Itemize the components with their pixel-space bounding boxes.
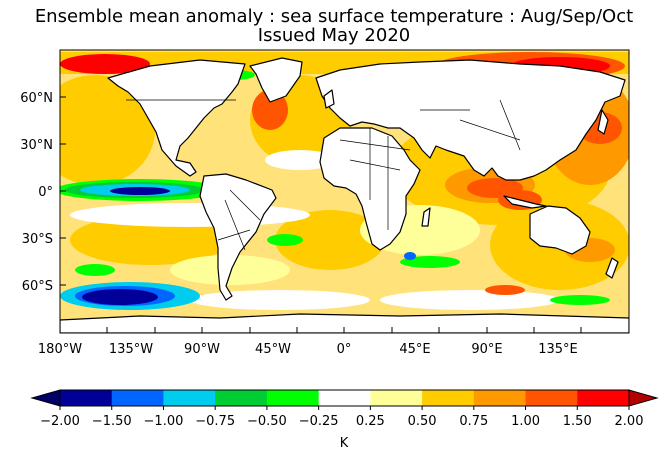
colorbar-frame: [59, 389, 630, 407]
colorbar-tick-label: 0.50: [408, 414, 437, 429]
madagascar: [421, 207, 431, 227]
colorbar-cell: [422, 390, 475, 406]
colorbar-tick-label: −1.50: [92, 414, 132, 429]
lat-label: 60°S: [22, 279, 53, 294]
colorbar-cell: [370, 390, 423, 406]
sst-anomaly-map: [60, 50, 629, 333]
north-america: [107, 59, 246, 177]
lat-label: 30°N: [20, 138, 53, 153]
colorbar-tick-label: 0.25: [356, 414, 385, 429]
colorbar-under-arrow: [30, 389, 61, 407]
lon-label: 45°W: [255, 342, 291, 357]
lon-label: 45°E: [399, 342, 430, 357]
colorbar-cell: [318, 390, 371, 406]
colorbar-cell: [163, 390, 216, 406]
colorbar-tick-label: −0.75: [195, 414, 235, 429]
longitude-axis: 180°W 135°W 90°W 45°W 0° 45°E 90°E 135°E: [38, 327, 582, 357]
lon-label: 90°W: [184, 342, 220, 357]
eurasia: [315, 59, 626, 181]
colorbar: −2.00 −1.50 −1.00 −0.75 −0.50 −0.25 0.25 0.50 0.…: [30, 389, 659, 451]
south-america: [199, 173, 277, 301]
colorbar-cell: [60, 390, 113, 406]
colorbar-over-arrow: [628, 389, 659, 407]
lon-label: 90°E: [471, 342, 502, 357]
colorbar-ticks: −2.00 −1.50 −1.00 −0.75 −0.50 −0.25 0.25 0.50 0.…: [40, 406, 643, 429]
map-subtitle: Issued May 2020: [257, 25, 411, 46]
lon-label: 180°W: [38, 342, 82, 357]
colorbar-unit: K: [340, 436, 349, 451]
lon-label: 135°E: [538, 342, 578, 357]
colorbar-tick-label: −2.00: [40, 414, 80, 429]
lon-label: 0°: [337, 342, 352, 357]
colorbar-cells: [60, 390, 630, 406]
lat-label: 0°: [38, 185, 53, 200]
borders: [126, 99, 521, 251]
continents: [60, 57, 629, 333]
colorbar-tick-label: 1.00: [511, 414, 540, 429]
lat-label: 30°S: [22, 232, 53, 247]
colorbar-cell: [111, 390, 164, 406]
colorbar-tick-label: 0.75: [459, 414, 488, 429]
colorbar-cell: [525, 390, 578, 406]
lon-label: 135°W: [109, 342, 153, 357]
greenland: [249, 57, 303, 103]
colorbar-cell: [577, 390, 630, 406]
japan: [597, 109, 609, 135]
new-zealand: [605, 257, 619, 279]
colorbar-tick-label: −0.50: [247, 414, 287, 429]
colorbar-tick-label: 2.00: [615, 414, 644, 429]
colorbar-tick-label: 1.50: [563, 414, 592, 429]
indonesia: [503, 195, 547, 209]
uk-isles: [323, 89, 335, 109]
colorbar-cell: [473, 390, 527, 406]
colorbar-cell: [266, 390, 320, 406]
map-title: Ensemble mean anomaly : sea surface temp…: [34, 6, 634, 27]
colorbar-tick-label: −1.00: [144, 414, 184, 429]
lat-label: 60°N: [20, 91, 53, 106]
colorbar-tick-label: −0.25: [299, 414, 339, 429]
colorbar-cell: [215, 390, 268, 406]
latitude-axis: 60°N 30°N 0° 30°S 60°S: [20, 91, 66, 294]
australia: [529, 205, 591, 255]
